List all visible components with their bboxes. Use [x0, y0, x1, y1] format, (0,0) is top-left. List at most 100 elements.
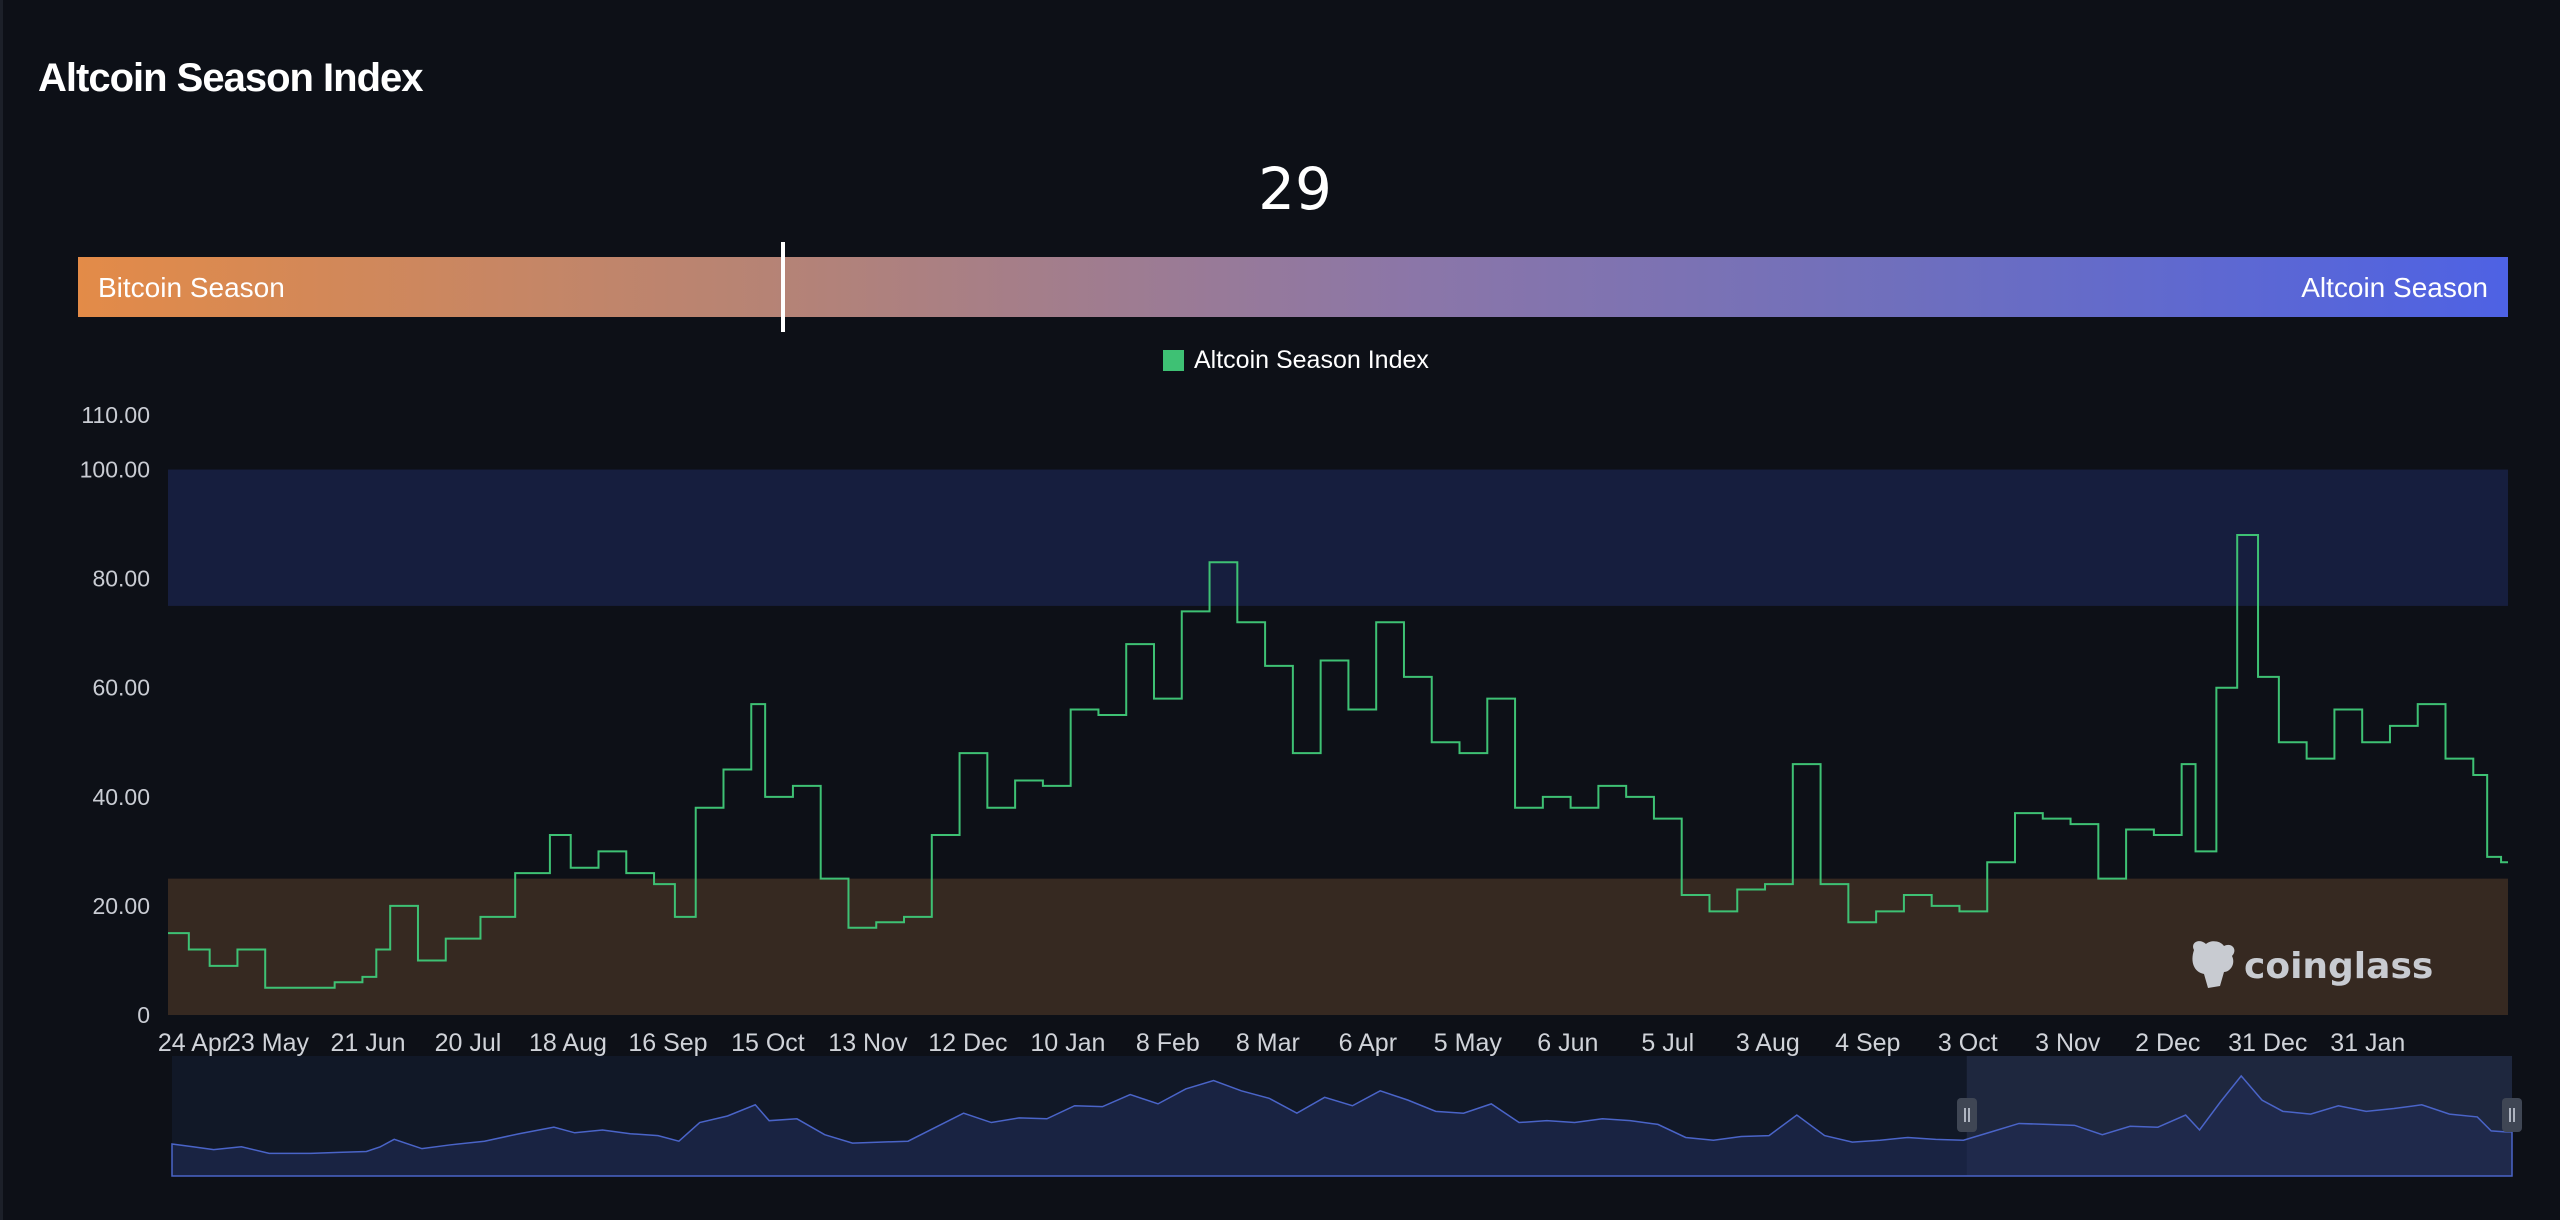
- data-point: [1874, 909, 1878, 913]
- data-point: [1985, 860, 1989, 864]
- data-point: [1680, 893, 1684, 897]
- data-point: [374, 948, 378, 952]
- left-border: [0, 0, 3, 1220]
- coinglass-logo-icon: [2192, 941, 2235, 988]
- y-axis: 0 20.00 40.00 60.00 80.00 100.00 110.00: [80, 402, 150, 1028]
- data-point: [1735, 888, 1739, 892]
- data-point: [166, 931, 170, 935]
- data-point: [1624, 795, 1628, 799]
- data-point: [1208, 560, 1212, 564]
- x-tick-label: 18 Aug: [529, 1029, 607, 1057]
- data-point: [1902, 893, 1906, 897]
- data-point: [548, 833, 552, 837]
- data-point: [597, 849, 601, 853]
- data-point: [2360, 740, 2364, 744]
- data-point: [2444, 757, 2448, 761]
- y-tick-label: 0: [137, 1002, 150, 1028]
- data-point: [2013, 811, 2017, 815]
- x-tick-label: 3 Aug: [1736, 1029, 1800, 1057]
- season-gauge-bar: Bitcoin Season Altcoin Season: [78, 242, 2508, 332]
- x-tick-label: 6 Jun: [1537, 1029, 1598, 1057]
- y-tick-label: 110.00: [81, 402, 150, 428]
- data-point: [388, 904, 392, 908]
- data-point: [721, 768, 725, 772]
- data-point: [673, 915, 677, 919]
- data-point: [2332, 708, 2336, 712]
- data-point: [763, 795, 767, 799]
- data-point: [1152, 697, 1156, 701]
- data-point: [1791, 762, 1795, 766]
- data-point: [478, 915, 482, 919]
- data-point: [1930, 904, 1934, 908]
- data-point: [513, 871, 517, 875]
- x-tick-label: 15 Oct: [731, 1029, 805, 1057]
- data-point: [985, 806, 989, 810]
- x-tick-label: 23 May: [227, 1029, 309, 1057]
- navigator: [171, 1056, 2513, 1177]
- x-tick-label: 24 Apr: [158, 1029, 230, 1057]
- chart-band-0: [168, 469, 2508, 606]
- data-point: [444, 937, 448, 941]
- page-title: Altcoin Season Index: [38, 56, 424, 100]
- data-point: [1652, 817, 1656, 821]
- data-point: [1569, 806, 1573, 810]
- watermark-text: coinglass: [2244, 946, 2433, 987]
- data-point: [1180, 609, 1184, 613]
- data-point: [1402, 675, 1406, 679]
- data-point: [1819, 882, 1823, 886]
- data-point: [1319, 658, 1323, 662]
- navigator-left-handle[interactable]: [1956, 1098, 1977, 1132]
- series-line-altcoin-season-index: [168, 534, 2508, 989]
- data-point: [2069, 822, 2073, 826]
- x-tick-label: 31 Jan: [2330, 1029, 2405, 1057]
- data-point: [902, 915, 906, 919]
- data-point: [1541, 795, 1545, 799]
- data-point: [1263, 664, 1267, 668]
- data-point: [624, 871, 628, 875]
- data-point: [2277, 740, 2281, 744]
- data-point: [1013, 778, 1017, 782]
- data-point: [1430, 740, 1434, 744]
- data-point: [2388, 724, 2392, 728]
- data-point: [1374, 620, 1378, 624]
- data-point: [1957, 909, 1961, 913]
- data-point: [2416, 702, 2420, 706]
- gauge-label-bitcoin-season: Bitcoin Season: [98, 272, 285, 303]
- data-point: [305, 986, 309, 990]
- chart-legend[interactable]: Altcoin Season Index: [1163, 346, 1429, 375]
- data-point: [1485, 697, 1489, 701]
- x-tick-label: 10 Jan: [1030, 1029, 1105, 1057]
- data-point: [1846, 920, 1850, 924]
- coinglass-watermark: coinglass: [2192, 941, 2433, 988]
- data-point: [1596, 784, 1600, 788]
- data-point: [749, 702, 753, 706]
- x-tick-label: 20 Jul: [435, 1029, 502, 1057]
- navigator-right-handle[interactable]: [2502, 1098, 2522, 1132]
- navigator-series-area: [171, 1074, 2513, 1177]
- data-point: [2235, 533, 2239, 537]
- data-point: [263, 986, 267, 990]
- data-point: [930, 833, 934, 837]
- data-point: [1291, 751, 1295, 755]
- x-tick-label: 8 Mar: [1236, 1029, 1300, 1057]
- current-index-value: 29: [1258, 155, 1332, 223]
- x-tick-label: 8 Feb: [1136, 1029, 1200, 1057]
- data-point: [1458, 751, 1462, 755]
- data-point: [2499, 860, 2503, 864]
- data-point: [2124, 828, 2128, 832]
- x-tick-label: 12 Dec: [928, 1029, 1007, 1057]
- y-tick-label: 100.00: [80, 457, 150, 483]
- data-point: [569, 866, 573, 870]
- handle-grip-icon: [2509, 1108, 2515, 1122]
- data-point: [1707, 909, 1711, 913]
- data-point: [2180, 762, 2184, 766]
- data-point: [2256, 675, 2260, 679]
- data-point: [1513, 806, 1517, 810]
- data-point: [360, 975, 364, 979]
- data-point: [2194, 849, 2198, 853]
- data-point: [2471, 773, 2475, 777]
- x-tick-label: 5 May: [1434, 1029, 1503, 1057]
- data-point: [235, 948, 239, 952]
- data-point: [874, 920, 878, 924]
